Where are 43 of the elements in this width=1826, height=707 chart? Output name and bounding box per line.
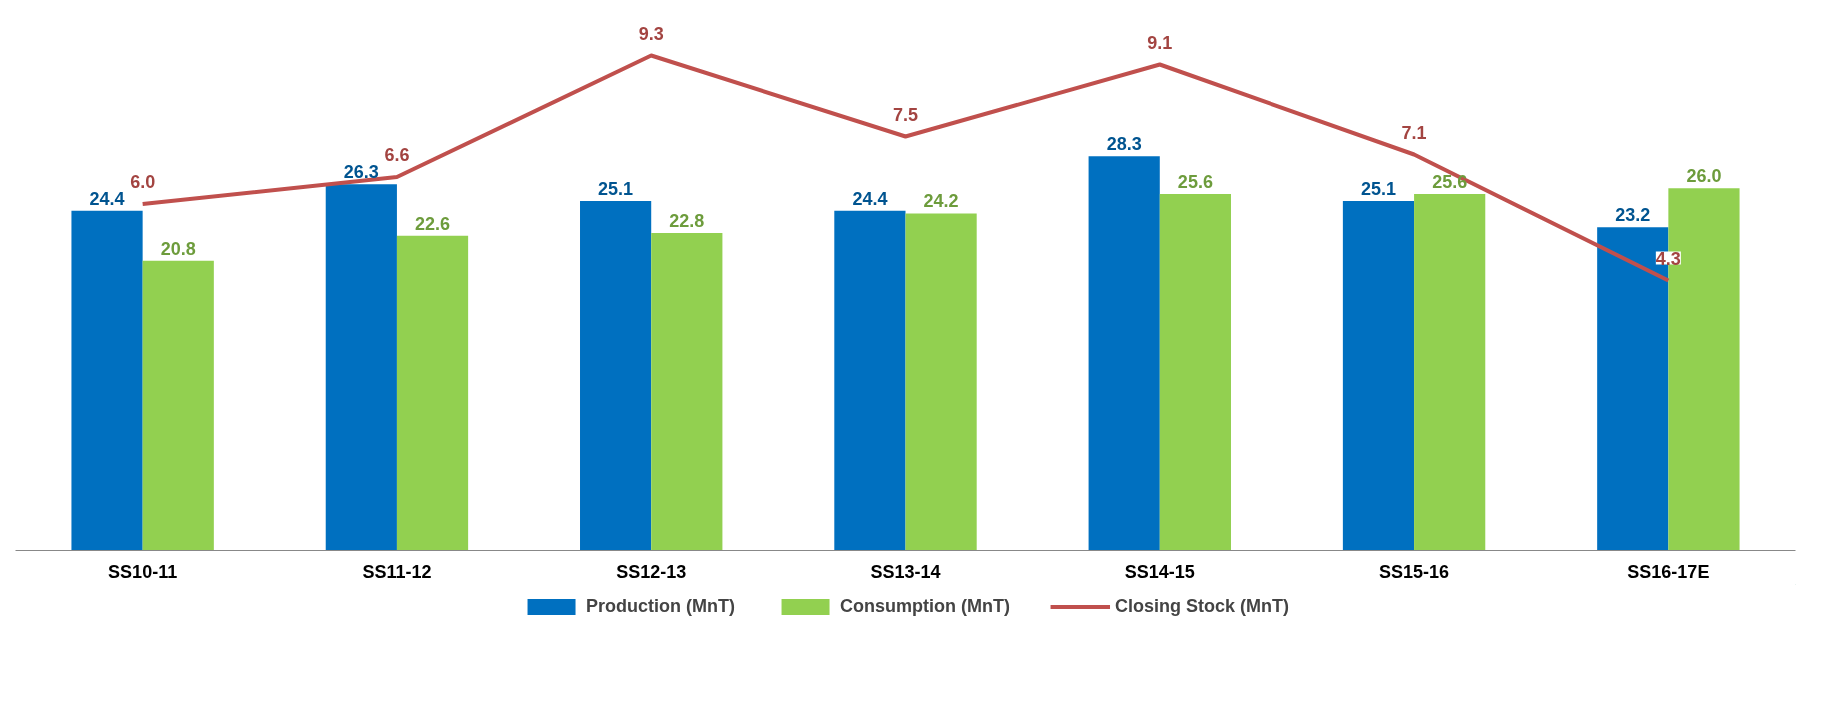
x-tick-label: SS12-13: [616, 561, 687, 582]
data-label: 7.5: [892, 104, 919, 125]
data-label: 25.1: [1360, 178, 1396, 199]
data-label: 20.8: [160, 238, 196, 259]
data-label: 7.1: [1401, 122, 1427, 143]
data-label: 24.4: [89, 188, 125, 209]
bar: [1414, 193, 1486, 551]
data-label: 4.3: [1655, 248, 1681, 269]
data-label: 24.4: [852, 188, 888, 209]
data-label: 6.0: [130, 172, 156, 192]
bar: [71, 210, 143, 551]
data-label: 25.6: [1432, 171, 1468, 192]
x-tick-label: SS11-12: [362, 561, 432, 582]
data-label: 25.6: [1177, 171, 1213, 192]
data-label: 26.0: [1686, 166, 1722, 187]
x-tick-label: SS14-15: [1124, 561, 1195, 582]
bar: [580, 200, 652, 551]
x-tick-label: SS13-14: [870, 561, 941, 582]
bar: [325, 184, 397, 551]
data-label: 23.2: [1615, 205, 1651, 226]
x-tick-label: SS10-11: [108, 561, 178, 582]
bar: [1088, 156, 1160, 551]
bar: [651, 232, 723, 551]
data-label: 24.2: [923, 191, 959, 212]
legend-label: Consumption (MnT): [840, 595, 1010, 617]
bar: [1159, 193, 1231, 551]
x-tick-label: SS15-16: [1379, 561, 1450, 582]
data-label: 26.3: [343, 162, 379, 183]
data-label: 22.6: [415, 213, 451, 234]
bar: [834, 210, 906, 551]
bar: [396, 235, 469, 551]
bar: [142, 260, 214, 551]
data-label: 22.8: [669, 210, 705, 231]
bar: [1342, 200, 1415, 551]
data-label: 28.3: [1106, 134, 1142, 155]
data-label: 9.3: [638, 23, 664, 44]
legend-label: Closing Stock (MnT): [1114, 595, 1289, 617]
x-tick-label: SS16-17E: [1627, 561, 1710, 582]
data-label: 25.1: [598, 178, 634, 199]
legend-label: Production (MnT): [586, 595, 735, 617]
bar: [905, 213, 977, 551]
data-label: 9.1: [1147, 32, 1173, 53]
data-label: 6.6: [384, 145, 410, 165]
